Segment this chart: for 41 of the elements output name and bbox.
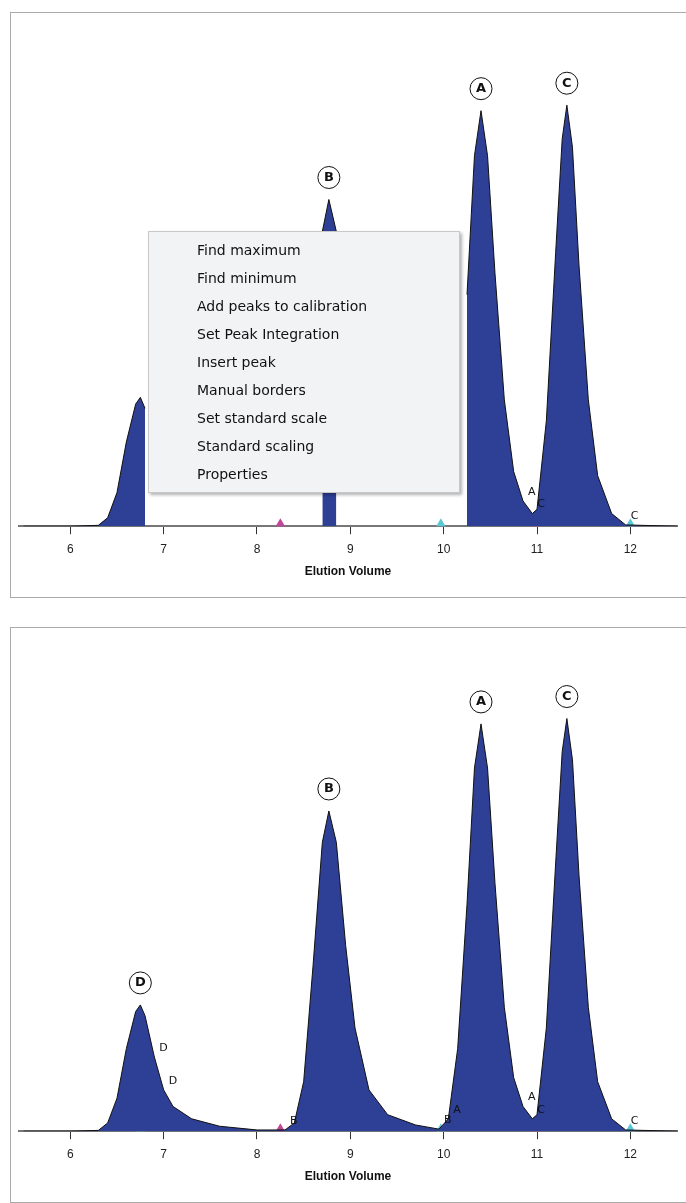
- x-tick-label: 6: [66, 541, 74, 556]
- annotation: Find minimum: [196, 269, 298, 288]
- x-tick-label: 7: [160, 541, 168, 556]
- annotation: D: [134, 974, 146, 990]
- annotation: C: [537, 497, 546, 511]
- annotation: A: [475, 80, 487, 96]
- annotation: D: [168, 1073, 178, 1087]
- x-tick-label: 11: [530, 1146, 544, 1161]
- annotation: Find maximum: [196, 241, 302, 260]
- annotation: Standard scaling: [196, 437, 316, 456]
- x-tick-label: 12: [623, 541, 638, 556]
- annotation: Set standard scale: [196, 409, 329, 428]
- annotation: Properties: [196, 465, 269, 484]
- annotation: B: [323, 780, 334, 796]
- annotation: A: [453, 1102, 462, 1116]
- annotation: B: [323, 168, 334, 184]
- annotation: A: [528, 484, 536, 498]
- annotation: Add peaks to calibration: [196, 297, 369, 316]
- x-tick-label: 9: [346, 541, 354, 556]
- x-tick-label: 11: [530, 541, 544, 556]
- annotation: C: [630, 508, 639, 522]
- x-tick-label: 10: [436, 541, 451, 556]
- x-tick-label: 6: [66, 1146, 74, 1161]
- annotation: A: [475, 693, 487, 709]
- x-axis-title: Elution Volume: [304, 1169, 392, 1184]
- annotation: Insert peak: [196, 353, 277, 372]
- annotation: Manual borders: [196, 381, 307, 400]
- x-axis-title: Elution Volume: [304, 564, 392, 579]
- x-tick-label: 12: [623, 1146, 638, 1161]
- annotation: A: [528, 1090, 536, 1104]
- annotation: D: [159, 1040, 168, 1054]
- x-tick-label: 9: [346, 1146, 354, 1161]
- annotation: C: [562, 74, 572, 90]
- annotation: C: [630, 1113, 639, 1127]
- x-tick-label: 10: [436, 1146, 451, 1161]
- x-tick-label: 8: [253, 1146, 261, 1161]
- x-tick-label: 7: [160, 1146, 168, 1161]
- x-tick-label: 8: [253, 541, 261, 556]
- annotation: Set Peak Integration: [196, 325, 341, 344]
- annotation: C: [562, 687, 572, 703]
- annotation: C: [537, 1102, 546, 1116]
